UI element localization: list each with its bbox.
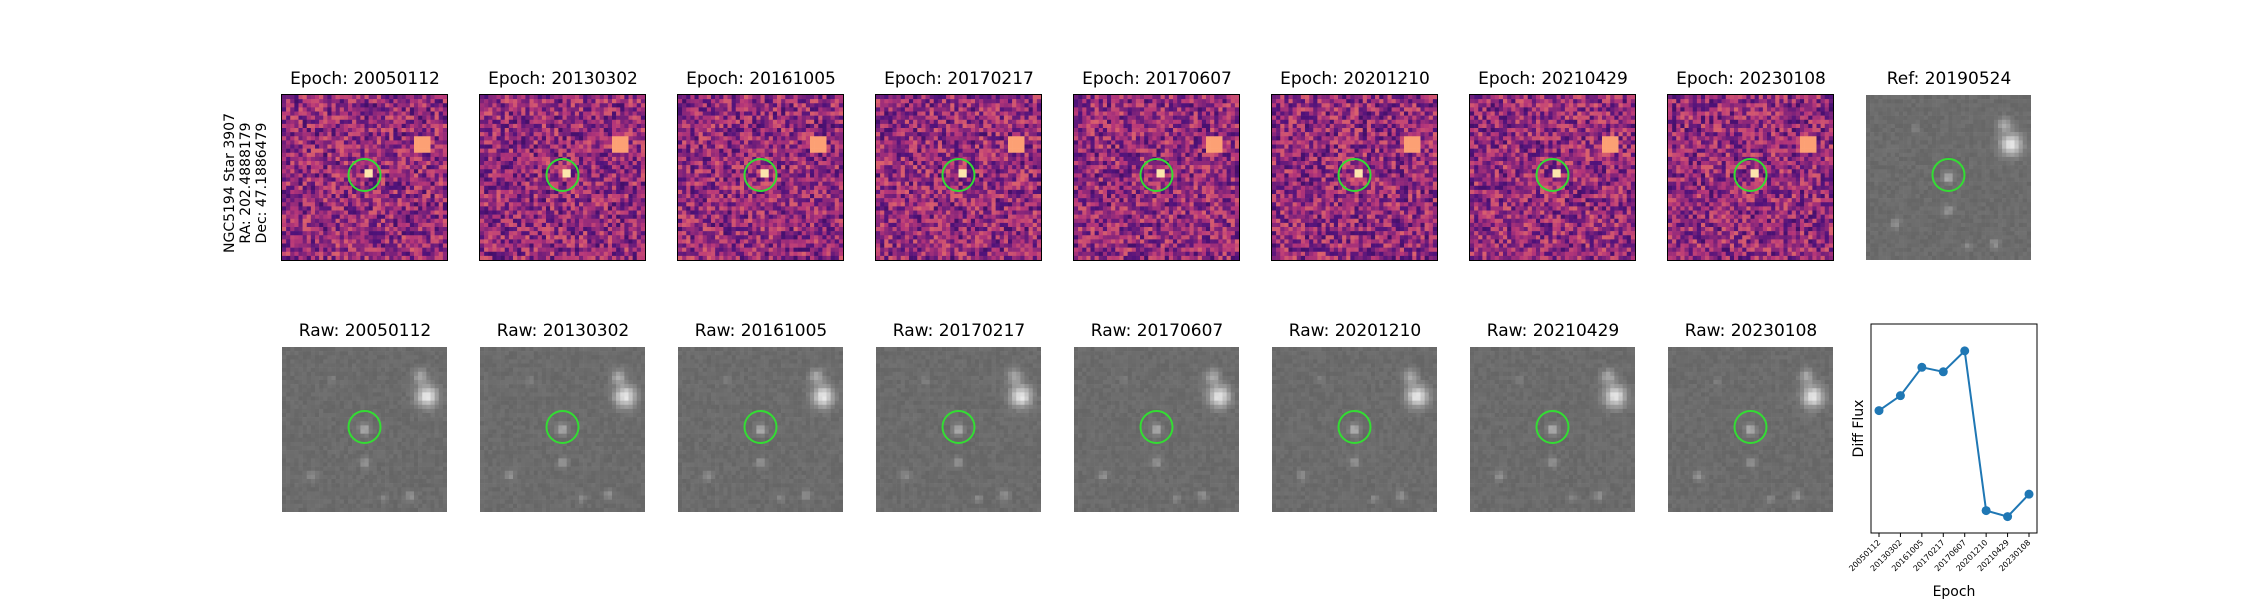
diff-image-20050112 (281, 94, 448, 261)
plot-frame (1870, 323, 2038, 534)
diff-title: Epoch: 20170607 (1057, 69, 1257, 89)
star-name: NGC5194 Star 3907 (222, 108, 238, 258)
target-circle (1535, 410, 1570, 444)
flux-point (1895, 391, 1905, 401)
raw-title: Raw: 20170607 (1057, 321, 1257, 341)
flux-point (1960, 346, 1970, 356)
flux-point (2003, 512, 2013, 522)
diff-title: Epoch: 20050112 (265, 69, 465, 89)
diff-title: Epoch: 20201210 (1255, 69, 1455, 89)
raw-image-20050112 (282, 347, 447, 512)
raw-title: Raw: 20201210 (1255, 321, 1455, 341)
flux-line (1878, 348, 2030, 518)
raw-title: Raw: 20161005 (661, 321, 861, 341)
flux-point (2024, 489, 2034, 499)
target-circle (1733, 410, 1768, 444)
target-circle (347, 158, 382, 192)
diff-image-20170217 (875, 94, 1042, 261)
target-circle (1139, 158, 1174, 192)
diff-image-20161005 (677, 94, 844, 261)
raw-image-20130302 (480, 347, 645, 512)
flux-point (1917, 362, 1927, 372)
raw-title: Raw: 20230108 (1651, 321, 1851, 341)
target-circle (1337, 158, 1372, 192)
diff-title: Epoch: 20161005 (661, 69, 861, 89)
target-circle (941, 410, 976, 444)
ref-title: Ref: 20190524 (1849, 69, 2049, 89)
raw-title: Raw: 20170217 (859, 321, 1059, 341)
raw-image-20170217 (876, 347, 1041, 512)
flux-point (1981, 506, 1991, 516)
diff-title: Epoch: 20170217 (859, 69, 1059, 89)
flux-point (1938, 367, 1948, 377)
raw-image-20201210 (1272, 347, 1437, 512)
diff-image-20170607 (1073, 94, 1240, 261)
target-circle (545, 410, 580, 444)
target-circle (743, 410, 778, 444)
diff-title: Epoch: 20130302 (463, 69, 663, 89)
diff-image-20201210 (1271, 94, 1438, 261)
star-ra: RA: 202.4888179 (238, 108, 254, 258)
raw-image-20230108 (1668, 347, 1833, 512)
x-axis-label: Epoch (1933, 584, 1976, 600)
target-circle (1733, 158, 1768, 192)
y-axis-label: Diff Flux (1851, 400, 1867, 458)
flux-point (1874, 406, 1884, 416)
target-circle (1337, 410, 1372, 444)
target-circle (1535, 158, 1570, 192)
raw-image-20210429 (1470, 347, 1635, 512)
diff-image-20210429 (1469, 94, 1636, 261)
diff-title: Epoch: 20210429 (1453, 69, 1653, 89)
star-dec: Dec: 47.1886479 (254, 108, 270, 258)
raw-title: Raw: 20050112 (265, 321, 465, 341)
target-circle (743, 158, 778, 192)
target-circle (545, 158, 580, 192)
diff-image-20130302 (479, 94, 646, 261)
raw-image-20161005 (678, 347, 843, 512)
reference-image (1866, 95, 2031, 260)
target-circle (1139, 410, 1174, 444)
target-circle (1931, 158, 1966, 192)
star-label: NGC5194 Star 3907 RA: 202.4888179 Dec: 4… (222, 108, 282, 258)
light-curve-chart: 2005011220130302201610052017021720170607… (1847, 323, 2038, 600)
diff-image-20230108 (1667, 94, 1834, 261)
target-circle (347, 410, 382, 444)
raw-image-20170607 (1074, 347, 1239, 512)
raw-title: Raw: 20210429 (1453, 321, 1653, 341)
diff-title: Epoch: 20230108 (1651, 69, 1851, 89)
target-circle (941, 158, 976, 192)
raw-title: Raw: 20130302 (463, 321, 663, 341)
